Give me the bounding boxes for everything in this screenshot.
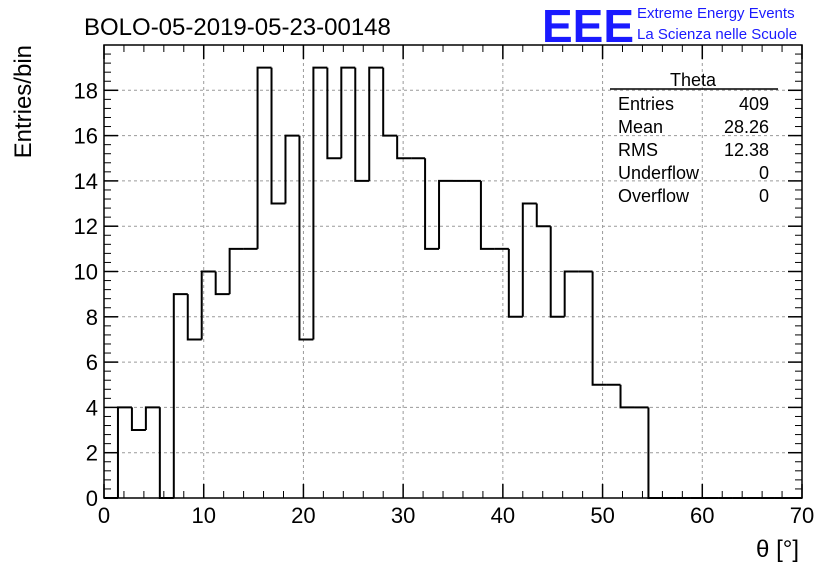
histogram-bin [284,134,300,204]
histogram-bin [326,67,342,160]
histogram-bin [396,135,412,160]
x-tick-label: 10 [191,503,215,528]
x-tick-label: 30 [391,503,415,528]
histogram-bin [186,294,202,341]
y-axis-label: Entries/bin [10,45,37,158]
plot-frame [103,44,803,499]
y-tick-label: 0 [86,486,98,511]
y-tick-label: 2 [86,441,98,466]
histogram-bin [619,384,635,409]
x-tick-label: 60 [690,503,714,528]
histogram-bin [521,202,537,317]
y-tick-label: 4 [86,395,98,420]
stats-value-mean: 28.26 [724,117,769,137]
x-tick-label: 0 [98,503,110,528]
histogram-bin [214,271,230,296]
stats-box: Theta Entries 409 Mean 28.26 RMS 12.38 U… [610,70,778,206]
y-tick-label: 14 [74,169,98,194]
eee-logo-mark: EEE [542,0,634,52]
tick-labels: 0 10 20 30 40 50 60 70 0 2 4 6 8 10 12 14 16 18 [74,78,815,528]
histogram-bin [172,293,188,498]
histogram-bin [368,66,384,181]
stats-box-title: Theta [670,70,717,90]
histogram-bin [256,66,272,249]
x-tick-label: 20 [291,503,315,528]
stats-value-overflow: 0 [759,186,769,206]
histogram-bin [354,67,370,182]
histogram-bin [563,270,579,317]
stats-label-underflow: Underflow [618,163,700,183]
histogram-bin [340,66,356,159]
histogram-bin [144,406,160,431]
chart-title: BOLO-05-2019-05-23-00148 [84,14,391,41]
histogram-bin [228,247,244,295]
histogram-bin [270,67,286,205]
histogram-bin [130,407,146,432]
stats-label-entries: Entries [618,94,674,114]
x-tick-label: 40 [491,503,515,528]
y-tick-label: 16 [74,124,98,149]
stats-value-entries: 409 [739,94,769,114]
histogram-bin [479,180,495,250]
plot-border [103,44,803,499]
y-tick-label: 8 [86,305,98,330]
histogram-bin [424,158,440,250]
x-tick-label: 50 [590,503,614,528]
x-axis-label: θ [°] [756,536,799,563]
histogram-bin [535,203,551,228]
stats-value-underflow: 0 [759,163,769,183]
histogram-bin [507,248,523,318]
stats-label-overflow: Overflow [618,186,690,206]
histogram [104,66,802,499]
logo-line-2: La Scienza nelle Scuole [637,26,797,43]
stats-label-rms: RMS [618,140,658,160]
histogram-bin [382,67,398,137]
logo-line-1: Extreme Energy Events [637,5,795,22]
histogram-bin [312,66,328,340]
x-tick-label: 70 [790,503,814,528]
y-tick-label: 12 [74,214,98,239]
histogram-bin [298,135,314,341]
histogram-bin [549,226,565,318]
stats-label-mean: Mean [618,117,663,137]
stats-value-rms: 12.38 [724,140,769,160]
y-tick-label: 18 [74,78,98,103]
eee-logo: EEE Extreme Energy Events La Scienza nel… [542,0,797,52]
y-tick-label: 10 [74,260,98,285]
histogram-bin [200,270,216,340]
histogram-bin [438,179,453,249]
y-tick-label: 6 [86,350,98,375]
histogram-bin [591,271,607,386]
